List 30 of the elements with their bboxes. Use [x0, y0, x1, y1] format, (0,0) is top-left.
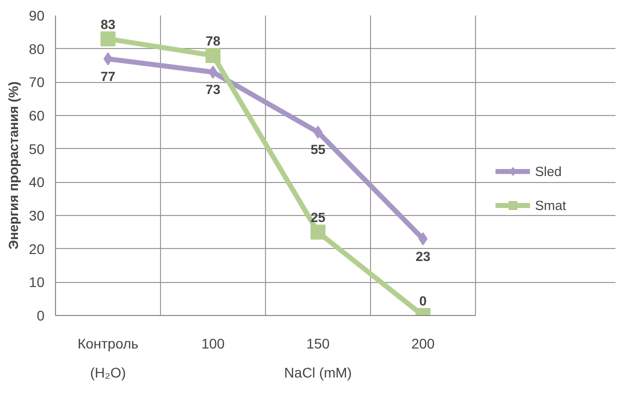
y-tick-label: 60 — [28, 108, 45, 124]
y-tick-label: 30 — [28, 208, 45, 224]
y-tick-label: 50 — [28, 140, 45, 157]
x-axis-title: NaCl (mM) — [284, 364, 352, 380]
y-tick-label: 40 — [28, 174, 45, 190]
data-label: 73 — [206, 82, 220, 98]
data-label: 23 — [416, 248, 430, 264]
data-label: 77 — [100, 68, 116, 84]
y-tick-label: 10 — [28, 274, 45, 290]
data-label: 25 — [310, 210, 326, 226]
data-label: 83 — [100, 16, 116, 32]
point — [206, 48, 220, 63]
x-tick-label: 200 — [411, 336, 435, 352]
data-label: 55 — [310, 142, 326, 158]
y-tick-label: 0 — [36, 308, 45, 324]
y-tick-label: 90 — [28, 8, 45, 24]
x-tick-label: 100 — [201, 336, 225, 352]
legend-label: Sled — [535, 164, 562, 178]
point — [310, 224, 326, 240]
y-tick-label: 70 — [28, 74, 45, 90]
y-tick-label: 80 — [28, 40, 45, 57]
point — [100, 31, 116, 46]
data-label: 0 — [419, 294, 427, 308]
x-tick-label: Контроль — [78, 336, 138, 352]
legend-label: Smat — [535, 198, 566, 212]
data-label: 78 — [206, 34, 220, 48]
y-axis-title: Энергия прорастания (%) — [6, 81, 21, 250]
text: (H₂O) — [90, 364, 126, 380]
x-tick-label: 150 — [306, 336, 330, 352]
y-tick-label: 20 — [28, 240, 45, 257]
